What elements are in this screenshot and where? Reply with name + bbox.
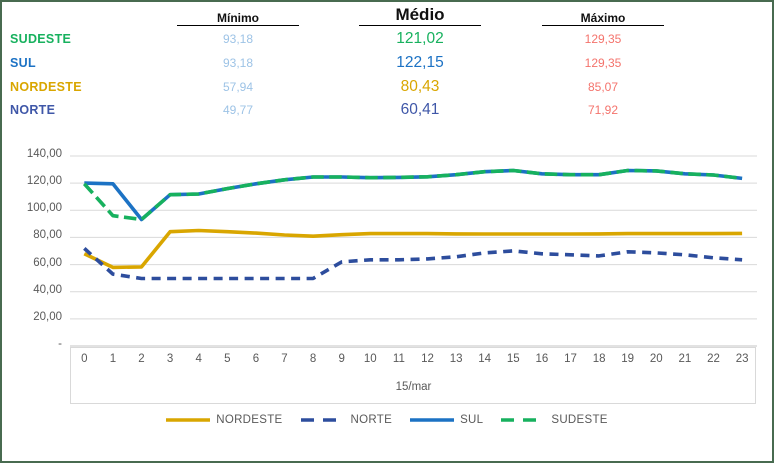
value-min-nordeste: 57,94 (222, 80, 254, 94)
x-tick-label: 0 (81, 353, 88, 365)
x-tick-label: 10 (363, 353, 377, 365)
x-tick-label: 4 (195, 353, 202, 365)
x-tick-label: 2 (138, 353, 145, 365)
y-tick-label: 80,00 (33, 229, 62, 242)
value-max-sul: 129,35 (584, 56, 622, 70)
value-min-sudeste: 93,18 (222, 32, 254, 46)
value-max-sudeste: 129,35 (584, 32, 622, 46)
value-max-norte: 71,92 (587, 103, 619, 117)
legend-line-swatch (410, 418, 455, 422)
x-tick-label: 9 (338, 353, 345, 365)
row-label-sudeste: SUDESTE (10, 32, 72, 46)
x-tick-label: 23 (735, 353, 749, 365)
legend-label: SUDESTE (551, 414, 608, 426)
x-tick-label: 16 (535, 353, 549, 365)
category-axis-box (70, 347, 756, 404)
legend-label: NORTE (350, 414, 393, 426)
series-line-sudeste (82, 168, 743, 222)
value-avg-sul: 122,15 (396, 54, 444, 71)
row-label-norte: NORTE (10, 103, 56, 117)
value-avg-nordeste: 80,43 (400, 78, 440, 95)
legend-item-nordeste: NORDESTE (166, 414, 282, 426)
x-tick-label: 12 (421, 353, 434, 365)
x-tick-label: 7 (281, 353, 288, 365)
legend-item-sudeste: SUDESTE (501, 414, 607, 426)
plot-area (70, 155, 757, 347)
x-tick-label: 1 (109, 353, 117, 365)
legend-line-swatch (501, 418, 546, 422)
x-tick-label: 21 (678, 353, 692, 365)
legend-item-sul: SUL (410, 414, 483, 426)
y-tick-label: - (58, 338, 62, 350)
value-max-nordeste: 85,07 (587, 80, 619, 94)
series-line-nordeste (83, 228, 743, 270)
x-tick-label: 11 (392, 353, 405, 365)
legend-item-norte: NORTE (300, 414, 393, 426)
y-tick-label: 20,00 (33, 310, 62, 323)
legend-label: SUL (460, 414, 484, 426)
y-tick-label: 120,00 (26, 175, 62, 188)
value-avg-sudeste: 121,02 (396, 30, 444, 47)
x-tick-label: 6 (252, 353, 260, 365)
x-tick-label: 14 (478, 353, 492, 365)
legend-label: NORDESTE (216, 414, 283, 426)
x-tick-label: 17 (564, 353, 577, 365)
x-tick-label: 20 (649, 353, 663, 365)
y-tick-label: 40,00 (33, 283, 62, 296)
chart-legend: NORDESTE NORTE SUL SUDESTE (2, 409, 772, 431)
value-avg-norte: 60,41 (400, 101, 440, 118)
x-axis-date-label: 15/mar (395, 381, 432, 393)
x-tick-label: 15 (506, 353, 520, 365)
x-tick-label: 3 (166, 353, 174, 365)
x-tick-label: 22 (707, 353, 720, 365)
column-header-maximo: Máximo (542, 4, 664, 26)
legend-line-swatch (300, 418, 345, 422)
column-header-medio: Médio (359, 4, 481, 26)
x-tick-label: 5 (224, 353, 231, 365)
row-label-sul: SUL (10, 56, 36, 70)
row-label-nordeste: NORDESTE (10, 80, 82, 94)
x-tick-label: 18 (592, 353, 606, 365)
value-min-norte: 49,77 (222, 103, 254, 117)
legend-line-swatch (166, 418, 211, 422)
y-tick-label: 100,00 (26, 202, 62, 215)
x-axis: 0 1 2 3 4 5 6 7 8 9 10 11 12 13 14 15 16 17 18 19 20 21 22 23 (70, 353, 757, 368)
y-tick-label: 140,00 (26, 148, 62, 160)
value-min-sul: 93,18 (222, 56, 254, 70)
x-tick-label: 19 (621, 353, 635, 365)
y-tick-label: 60,00 (33, 256, 62, 269)
column-header-minimo: Mínimo (177, 4, 299, 26)
x-tick-label: 13 (449, 353, 463, 365)
x-tick-label: 8 (309, 353, 317, 365)
series-line-norte (83, 247, 743, 281)
